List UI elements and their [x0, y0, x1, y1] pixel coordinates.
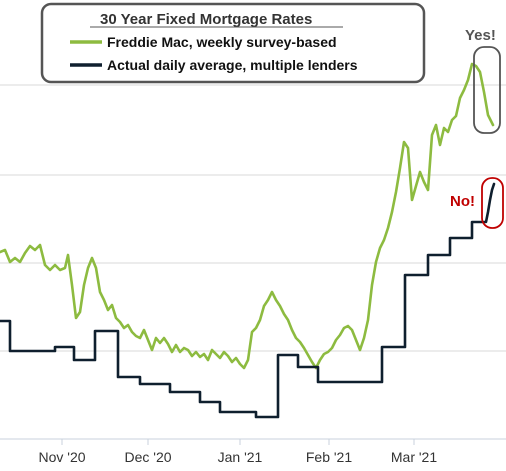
gridlines — [0, 84, 506, 440]
x-tick-label: Mar '21 — [391, 449, 437, 465]
no-annotation: No! — [450, 193, 475, 210]
legend: 30 Year Fixed Mortgage Rates Freddie Mac… — [40, 2, 426, 84]
annotations: Yes! No! — [450, 27, 504, 229]
x-tick-label: Feb '21 — [306, 449, 352, 465]
yes-annotation: Yes! — [465, 27, 496, 44]
x-tick-label: Jan '21 — [218, 449, 263, 465]
series-line-freddie-mac — [0, 62, 495, 370]
yes-highlight-box — [473, 46, 501, 134]
series-lines — [0, 62, 496, 419]
legend-label-actual-daily: Actual daily average, multiple lenders — [107, 57, 358, 73]
legend-title: 30 Year Fixed Mortgage Rates — [100, 11, 312, 28]
x-tick-label: Dec '20 — [124, 449, 171, 465]
x-axis: Nov '20 Dec '20 Jan '21 Feb '21 Mar '21 — [38, 439, 437, 465]
no-highlight-box — [481, 177, 504, 229]
series-line-actual-daily — [0, 182, 496, 419]
x-tick-label: Nov '20 — [38, 449, 85, 465]
legend-label-freddie-mac: Freddie Mac, weekly survey-based — [107, 34, 337, 50]
legend-box — [40, 2, 426, 84]
